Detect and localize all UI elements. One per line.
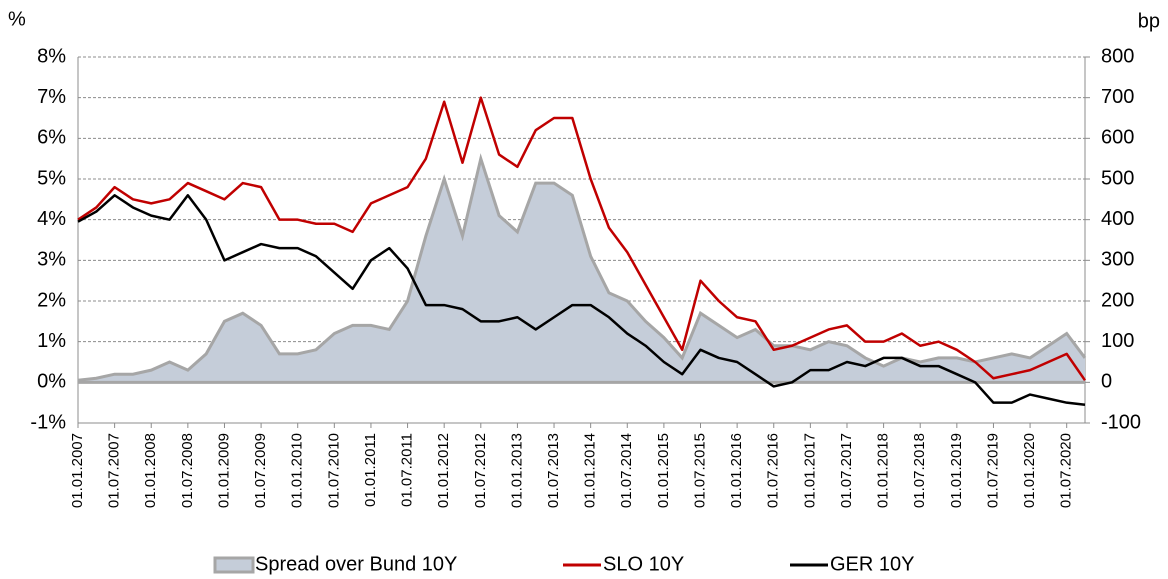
area — [78, 158, 1085, 383]
x-tick-label: 01.07.2011 — [399, 433, 416, 507]
x-tick-label: 01.01.2017 — [801, 433, 818, 508]
y-tick-label: 6% — [37, 127, 66, 149]
x-tick-label: 01.07.2016 — [765, 433, 782, 508]
x-tick-label: 01.07.2013 — [545, 433, 562, 508]
line — [77, 194, 1086, 406]
legend-label: SLO 10Y — [603, 553, 684, 575]
x-tick-label: 01.01.2013 — [508, 433, 525, 508]
y2-tick-label: 500 — [1101, 167, 1134, 189]
x-tick-label: 01.07.2018 — [911, 433, 928, 508]
legend-swatch — [213, 556, 255, 574]
x-tick-label: 01.07.2020 — [1058, 433, 1075, 508]
y-tick-label: 0% — [37, 371, 66, 393]
x-tick-label: 01.01.2019 — [948, 433, 965, 508]
x-tick-label: 01.01.2016 — [728, 433, 745, 508]
x-tick-label: 01.07.2009 — [252, 433, 269, 508]
line — [77, 96, 1087, 382]
x-tick-label: 01.01.2007 — [69, 433, 86, 508]
x-tick-label: 01.01.2008 — [142, 433, 159, 508]
y-tick-label: 7% — [37, 86, 66, 108]
x-tick-label: 01.07.2007 — [106, 433, 123, 508]
x-tick-label: 01.01.2010 — [289, 433, 306, 508]
y2-tick-label: 100 — [1101, 330, 1134, 352]
x-tick-label: 01.07.2017 — [838, 433, 855, 508]
x-tick-label: 01.01.2012 — [435, 433, 452, 508]
y2-tick-label: 400 — [1101, 208, 1134, 230]
y2-tick-label: 300 — [1101, 249, 1134, 271]
y-tick-label: -1% — [30, 411, 66, 433]
x-tick-label: 01.01.2015 — [655, 433, 672, 508]
x-tick-label: 01.07.2015 — [691, 433, 708, 508]
x-tick-label: 01.07.2008 — [179, 433, 196, 508]
legend-label: GER 10Y — [830, 553, 914, 575]
y2-tick-label: 700 — [1101, 86, 1134, 108]
x-tick-label: 01.01.2009 — [215, 433, 232, 508]
x-tick-label: 01.01.2011 — [362, 433, 379, 507]
x-tick-label: 01.07.2019 — [984, 433, 1001, 508]
x-tick-label: 01.01.2018 — [875, 433, 892, 508]
y2-tick-label: 200 — [1101, 289, 1134, 311]
y2-tick-label: 800 — [1101, 45, 1134, 67]
y-tick-label: 3% — [37, 249, 66, 271]
area-line — [77, 153, 1087, 382]
y-tick-label: 5% — [37, 167, 66, 189]
x-tick-label: 01.07.2010 — [325, 433, 342, 508]
y-axis-title: % — [8, 8, 26, 30]
y2-axis-title: bp — [1138, 10, 1160, 32]
y-tick-label: 8% — [37, 45, 66, 67]
y-tick-label: 2% — [37, 289, 66, 311]
y2-tick-label: 0 — [1101, 371, 1112, 393]
legend-label: Spread over Bund 10Y — [255, 553, 457, 575]
y2-tick-label: 600 — [1101, 127, 1134, 149]
x-tick-label: 01.01.2020 — [1021, 433, 1038, 508]
y-tick-label: 1% — [37, 330, 66, 352]
x-tick-label: 01.07.2012 — [472, 433, 489, 508]
x-tick-label: 01.01.2014 — [582, 433, 599, 508]
x-tick-label: 01.07.2014 — [618, 433, 635, 508]
y2-tick-label: -100 — [1101, 411, 1141, 433]
y-tick-label: 4% — [37, 208, 66, 230]
